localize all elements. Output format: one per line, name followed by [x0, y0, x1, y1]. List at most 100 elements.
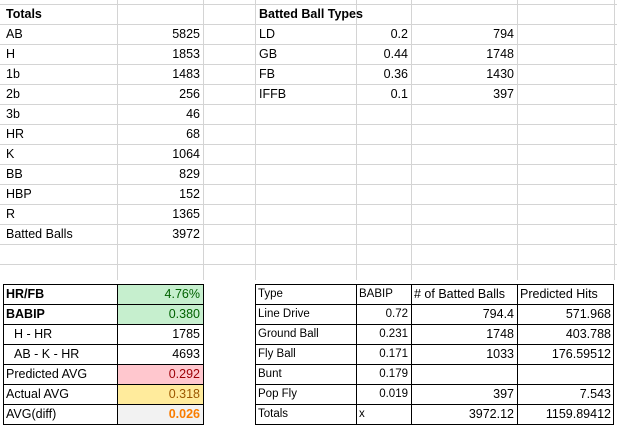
totals-value-h: 1853 [172, 47, 200, 61]
pred-babip-fly-ball: 0.171 [379, 348, 408, 360]
pred-balls-line-drive: 794.4 [482, 307, 514, 321]
totals-value-hr: 68 [186, 127, 200, 141]
summary-label-avg-diff: AVG(diff) [6, 407, 57, 421]
pred-header-babip: BABIP [359, 288, 393, 300]
gridline [0, 64, 617, 65]
row-border [3, 384, 204, 385]
gridline [0, 44, 617, 45]
totals-label-r: R [6, 207, 16, 221]
summary-label-predicted-avg: Predicted AVG [6, 367, 88, 381]
totals-value-r: 1365 [172, 207, 200, 221]
pred-type-totals: Totals [258, 408, 289, 420]
row-border [255, 304, 614, 305]
gridline [0, 264, 617, 265]
gridline [0, 4, 617, 5]
gridline [411, 0, 412, 426]
pred-type-ground-ball: Ground Ball [258, 328, 319, 340]
gridline [117, 0, 118, 426]
totals-value-3b: 46 [186, 107, 200, 121]
totals-label-hr: HR [6, 127, 25, 141]
bbt-count-gb: 1748 [486, 47, 514, 61]
row-border [3, 344, 204, 345]
pred-hits-line-drive: 571.968 [565, 307, 611, 321]
col-border [411, 284, 412, 425]
pred-balls-totals: 3972.12 [468, 407, 514, 421]
summary-label-babip: BABIP [6, 307, 45, 321]
totals-value-ab: 5825 [172, 27, 200, 41]
bbt-label-ld: LD [259, 27, 275, 41]
totals-label-batted-balls: Batted Balls [6, 227, 73, 241]
col-border [356, 284, 357, 425]
totals-value-1b: 1483 [172, 67, 200, 81]
summary-label-hrfb: HR/FB [6, 287, 45, 301]
summary-label-ab-k-hr: AB - K - HR [14, 347, 80, 361]
summary-value-h-hr: 1785 [172, 327, 200, 341]
totals-label-hbp: HBP [6, 187, 32, 201]
totals-label-h: H [6, 47, 16, 61]
actual-avg-fill [117, 384, 203, 404]
totals-value-k: 1064 [172, 147, 200, 161]
batted-ball-types-header: Batted Ball Types [259, 7, 363, 21]
totals-value-hbp: 152 [179, 187, 200, 201]
totals-label-k: K [6, 147, 15, 161]
pred-hits-bunt [519, 364, 611, 384]
pred-hits-totals: 1159.89412 [545, 407, 611, 421]
pred-balls-ground-ball: 1748 [486, 327, 514, 341]
bbt-label-gb: GB [259, 47, 278, 61]
row-border [3, 304, 204, 305]
bbt-label-iffb: IFFB [259, 87, 287, 101]
gridline [0, 24, 617, 25]
summary-label-h-hr: H - HR [14, 327, 53, 341]
avg-diff-fill [117, 404, 203, 424]
bbt-pct-iffb: 0.1 [390, 87, 408, 101]
gridline [0, 224, 617, 225]
col-border [517, 284, 518, 425]
pred-balls-bunt [413, 364, 514, 384]
pred-hits-ground-ball: 403.788 [565, 327, 611, 341]
bbt-pct-fb: 0.36 [383, 67, 408, 81]
gridline [614, 0, 615, 426]
gridline [0, 184, 617, 185]
totals-label-ab: AB [6, 27, 23, 41]
gridline [0, 104, 617, 105]
summary-value-avg-diff: 0.026 [168, 407, 200, 421]
row-border [3, 364, 204, 365]
totals-value-bb: 829 [179, 167, 200, 181]
row-border [255, 364, 614, 365]
pred-babip-totals: x [359, 408, 365, 420]
pred-header-batted-balls: # of Batted Balls [414, 287, 506, 301]
pred-header-type: Type [258, 288, 283, 300]
summary-label-actual-avg: Actual AVG [6, 387, 69, 401]
babip-fill [117, 304, 203, 324]
pred-hits-fly-ball: 176.59512 [551, 347, 611, 361]
summary-value-predicted-avg: 0.292 [168, 367, 200, 381]
pred-type-pop-fly: Pop Fly [258, 388, 297, 400]
totals-label-1b: 1b [6, 67, 20, 81]
totals-label-2b: 2b [6, 87, 20, 101]
bbt-count-fb: 1430 [486, 67, 514, 81]
predicted-avg-fill [117, 364, 203, 384]
row-border [3, 324, 204, 325]
gridline [356, 0, 357, 426]
totals-label-bb: BB [6, 167, 23, 181]
gridline [0, 164, 617, 165]
hrfb-fill [117, 284, 203, 304]
gridline [0, 244, 617, 245]
row-border [255, 324, 614, 325]
gridline [0, 204, 617, 205]
totals-value-batted-balls: 3972 [172, 227, 200, 241]
pred-header-predicted-hits: Predicted Hits [520, 287, 598, 301]
bbt-pct-ld: 0.2 [390, 27, 408, 41]
gridline [0, 84, 617, 85]
row-border [255, 344, 614, 345]
gridline [517, 0, 518, 426]
pred-babip-bunt: 0.179 [379, 368, 408, 380]
row-border [255, 384, 614, 385]
pred-type-bunt: Bunt [258, 368, 282, 380]
prediction-table-border [255, 284, 614, 425]
gridline [0, 124, 617, 125]
summary-value-column-border [117, 284, 204, 425]
pred-type-fly-ball: Fly Ball [258, 348, 296, 360]
pred-hits-pop-fly: 7.543 [579, 387, 611, 401]
